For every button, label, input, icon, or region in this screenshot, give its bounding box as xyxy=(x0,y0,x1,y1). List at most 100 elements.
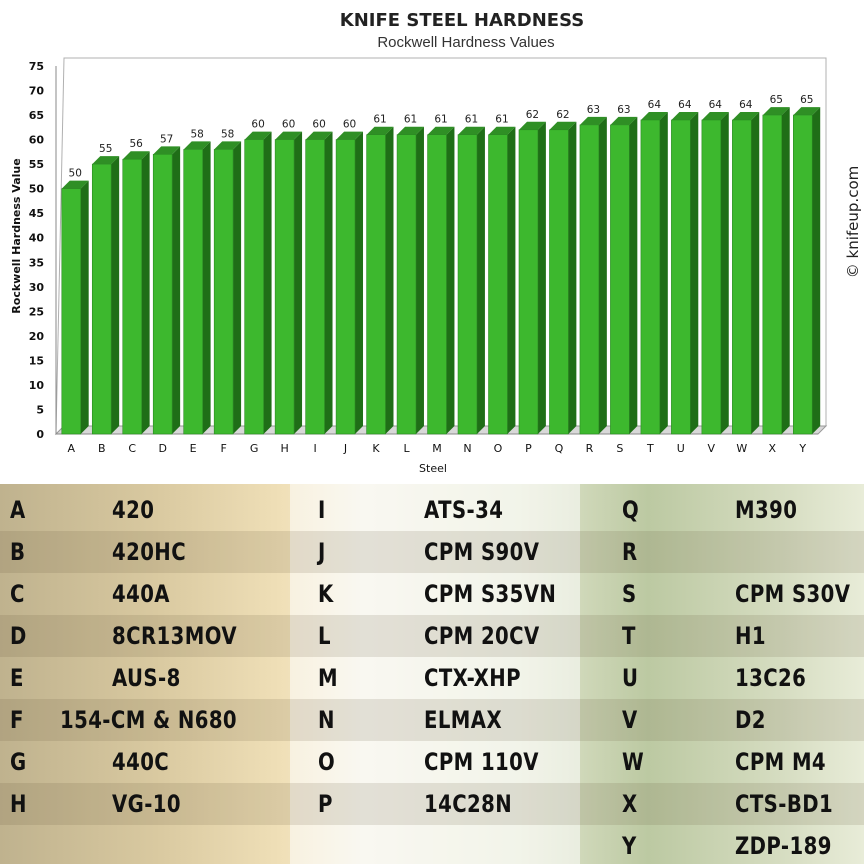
bar xyxy=(488,134,508,435)
bar-side xyxy=(385,126,394,435)
x-tick-label: R xyxy=(586,442,594,455)
y-tick-label: 60 xyxy=(29,134,45,147)
legend-steel-name: M390 xyxy=(735,496,798,524)
legend-letter: Y xyxy=(622,832,637,860)
bar-side xyxy=(751,111,760,435)
x-tick-label: M xyxy=(432,442,442,455)
bar xyxy=(518,129,539,435)
legend-letter: R xyxy=(622,538,638,566)
legend-steel-name: 420 xyxy=(112,496,155,524)
legend-letter: M xyxy=(318,664,339,692)
bar-top xyxy=(701,111,729,120)
bar-top xyxy=(214,141,242,150)
bar-side xyxy=(355,131,364,434)
bar-side xyxy=(537,121,546,434)
y-tick-label: 0 xyxy=(36,428,44,441)
legend-steel-name: AUS-8 xyxy=(112,664,181,692)
data-label: 50 xyxy=(69,168,82,180)
data-label: 65 xyxy=(800,94,813,106)
bar xyxy=(274,139,295,435)
x-tick-label: O xyxy=(494,442,503,455)
y-tick-label: 10 xyxy=(29,379,45,392)
data-label: 60 xyxy=(251,119,264,131)
bar-top xyxy=(488,126,516,135)
x-tick-label: J xyxy=(343,442,347,455)
bar-side xyxy=(507,126,516,435)
data-label: 61 xyxy=(404,114,417,126)
bar-side xyxy=(629,116,638,434)
bar-top xyxy=(427,126,455,135)
x-tick-label: K xyxy=(372,442,380,455)
data-label: 61 xyxy=(495,114,508,126)
y-tick-label: 50 xyxy=(29,183,45,196)
x-tick-label: V xyxy=(708,442,716,455)
x-tick-label: Q xyxy=(555,442,564,455)
bar-side xyxy=(415,126,424,435)
data-label: 56 xyxy=(130,138,144,150)
y-tick-label: 15 xyxy=(29,354,44,367)
legend-letter: E xyxy=(10,664,24,692)
data-label: 64 xyxy=(678,99,692,111)
bar-top xyxy=(579,116,607,125)
bar-side xyxy=(659,111,668,435)
data-label: 61 xyxy=(373,114,386,126)
legend-steel-name: ATS-34 xyxy=(424,496,504,524)
y-tick-label: 30 xyxy=(29,281,45,294)
legend-steel-name: 14C28N xyxy=(424,790,513,818)
steel-legend: A 420 B 420HC C 440A D 8CR13MOV E AUS-8 F 154-CM & … xyxy=(0,484,864,864)
legend-steel-name: CPM 110V xyxy=(424,748,539,776)
x-tick-label: L xyxy=(403,442,410,455)
y-tick-label: 65 xyxy=(29,109,44,122)
y-tick-label: 40 xyxy=(29,232,45,245)
bar xyxy=(610,124,630,435)
bar-top xyxy=(92,156,120,165)
y-tick-label: 20 xyxy=(29,330,45,343)
bar xyxy=(701,119,722,435)
data-label: 63 xyxy=(587,104,600,116)
bar-side xyxy=(263,131,272,434)
bar-top xyxy=(397,126,424,135)
data-label: 58 xyxy=(221,128,234,140)
legend-letter: H xyxy=(10,790,27,818)
bar xyxy=(366,134,386,435)
bar xyxy=(457,134,478,435)
bar-side xyxy=(233,141,242,434)
chart-title: KNIFE STEEL HARDNESS xyxy=(340,10,584,31)
x-tick-label: H xyxy=(280,442,288,455)
legend-letter: C xyxy=(10,580,25,608)
bar xyxy=(762,114,783,435)
legend-steel-name: ZDP-189 xyxy=(735,832,832,860)
y-tick-label: 70 xyxy=(29,85,45,98)
legend-letter: U xyxy=(622,664,639,692)
bar xyxy=(396,134,417,435)
y-tick-label: 75 xyxy=(29,60,44,73)
bar xyxy=(91,163,112,435)
bar-side xyxy=(720,111,729,435)
bar xyxy=(427,134,447,435)
bar-side xyxy=(568,121,577,434)
legend-letter: X xyxy=(622,790,638,818)
legend-steel-name: CTS-BD1 xyxy=(735,790,834,818)
legend-steel-name: 440A xyxy=(112,580,170,608)
data-label: 58 xyxy=(190,128,203,140)
legend-letter: S xyxy=(622,580,637,608)
x-tick-label: U xyxy=(677,442,685,455)
bar xyxy=(793,114,813,435)
legend-letter: Q xyxy=(622,496,640,524)
data-label: 64 xyxy=(739,99,753,111)
legend-middle-panel xyxy=(290,484,580,864)
legend-row-band xyxy=(0,531,864,573)
x-tick-label: C xyxy=(128,442,136,455)
bar-top xyxy=(305,131,333,140)
bar-side xyxy=(324,131,333,434)
legend-steel-name: 13C26 xyxy=(735,664,807,692)
data-label: 65 xyxy=(770,94,783,106)
legend-steel-name: CPM S90V xyxy=(424,538,540,566)
bar-top xyxy=(153,146,181,155)
bar-top xyxy=(336,131,364,140)
x-tick-label: W xyxy=(736,442,747,455)
data-label: 55 xyxy=(99,143,112,155)
bar-top xyxy=(458,126,485,135)
data-label: 57 xyxy=(160,133,173,145)
x-tick-label: N xyxy=(463,442,471,455)
